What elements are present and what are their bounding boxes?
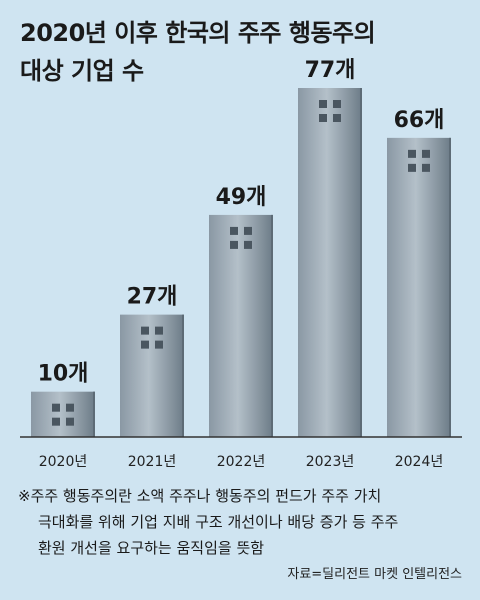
bar-window <box>52 403 60 412</box>
title-line-2: 대상 기업 수 <box>20 57 144 85</box>
bar-value-label: 66개 <box>394 108 445 133</box>
source-credit: 자료=딜리전트 마켓 인텔리전스 <box>287 567 462 582</box>
bar-window <box>141 326 149 335</box>
title-line-1: 2020년 이후 한국의 주주 행동주의 <box>20 19 376 47</box>
bar-window <box>155 340 163 349</box>
bar-window <box>408 149 416 158</box>
bar-2022년 <box>209 214 273 437</box>
bar-window <box>155 326 163 335</box>
bar-edge <box>182 314 184 437</box>
footnote-line-1: ※주주 행동주의란 소액 주주나 행동주의 펀드가 주주 가치 <box>18 487 382 505</box>
bar-body <box>209 214 273 437</box>
bar-value-label: 27개 <box>127 285 178 310</box>
x-tick-label: 2020년 <box>39 454 88 470</box>
footnote: ※주주 행동주의란 소액 주주나 행동주의 펀드가 주주 가치 극대화를 위해 … <box>18 483 468 561</box>
bar-body <box>120 314 184 437</box>
bar-window <box>230 240 238 249</box>
bar-window <box>319 114 327 122</box>
bar-edge <box>93 391 95 437</box>
bar-edge <box>360 88 362 437</box>
bar-window <box>244 226 252 235</box>
bar-2023년 <box>298 88 362 437</box>
bar-window <box>333 100 341 108</box>
x-tick-label: 2022년 <box>217 454 266 470</box>
chart-title: 2020년 이후 한국의 주주 행동주의 대상 기업 수 <box>20 14 376 90</box>
bar-body <box>387 137 451 437</box>
footnote-line-3: 환원 개선을 요구하는 움직임을 뜻함 <box>38 539 265 557</box>
x-tick-label: 2023년 <box>306 454 355 470</box>
bar-2024년 <box>387 137 451 437</box>
bar-body <box>31 391 95 437</box>
bar-edge <box>271 214 273 437</box>
footnote-line-2: 극대화를 위해 기업 지배 구조 개선이나 배당 증가 등 주주 <box>38 513 399 531</box>
bar-2021년 <box>120 314 184 437</box>
bar-window <box>66 417 74 426</box>
bar-window <box>141 340 149 349</box>
bar-2020년 <box>31 391 95 437</box>
bar-window <box>422 163 430 172</box>
bar-value-label: 77개 <box>305 58 356 83</box>
bar-window <box>244 240 252 249</box>
bar-chart: 10개 27개 49개 77개 66개 2020년 2021년 2022년 2023년 2024… <box>20 58 462 470</box>
x-tick-label: 2021년 <box>128 454 177 470</box>
bar-window <box>319 100 327 108</box>
bar-value-label: 10개 <box>38 362 89 387</box>
bar-value-label: 49개 <box>216 185 267 210</box>
bar-window <box>422 149 430 158</box>
bar-window <box>333 114 341 122</box>
bar-window <box>408 163 416 172</box>
x-tick-label: 2024년 <box>395 454 444 470</box>
bar-window <box>66 403 74 412</box>
bar-window <box>52 417 60 426</box>
bar-body <box>298 88 362 437</box>
bar-edge <box>449 137 451 437</box>
bar-window <box>230 226 238 235</box>
